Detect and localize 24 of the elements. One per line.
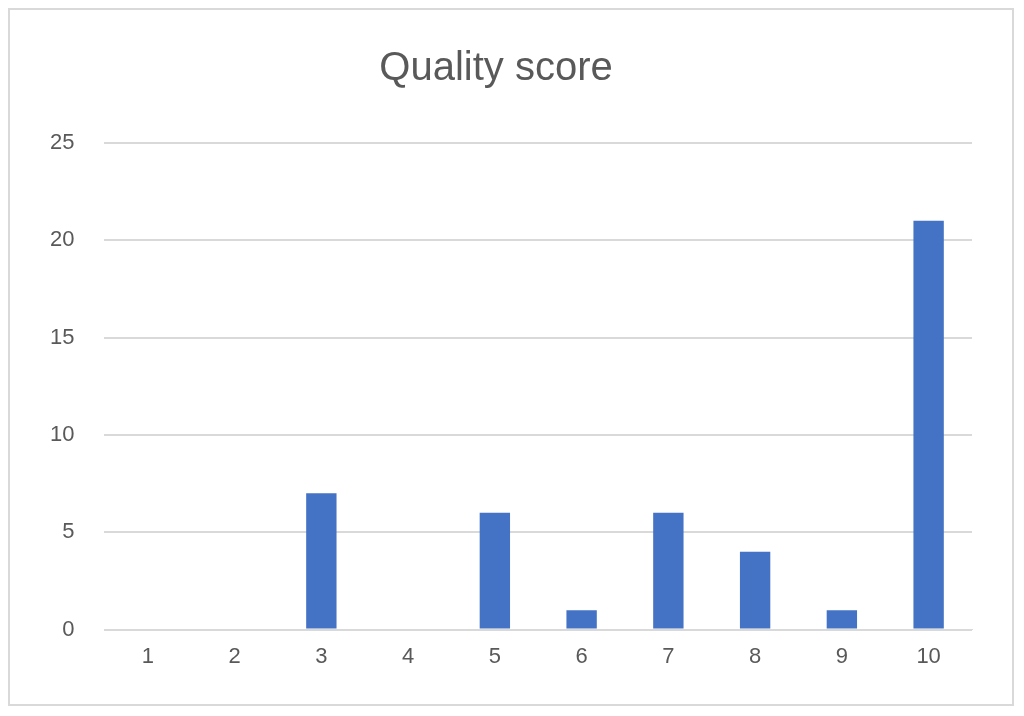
bar — [826, 610, 858, 629]
y-tick-label: 25 — [49, 129, 75, 155]
bar — [913, 220, 944, 629]
x-tick-label: 10 — [916, 642, 941, 668]
bar — [479, 512, 511, 629]
bar — [739, 551, 771, 629]
x-tick-label: 4 — [401, 642, 415, 668]
x-tick-label: 5 — [488, 642, 501, 668]
x-tick-label: 9 — [835, 642, 848, 668]
bar — [306, 493, 337, 629]
x-tick-label: 3 — [315, 642, 328, 668]
bar — [653, 512, 684, 629]
x-tick-label: 1 — [141, 642, 154, 668]
y-tick-label: 5 — [62, 518, 75, 544]
x-tick-label: 2 — [228, 642, 241, 668]
y-tick-label: 20 — [49, 226, 75, 252]
y-tick-label: 10 — [49, 421, 75, 447]
y-tick-label: 15 — [49, 323, 75, 349]
x-tick-label: 8 — [748, 642, 762, 668]
y-tick-label: 0 — [62, 615, 75, 641]
x-tick-label: 6 — [575, 642, 588, 668]
bar — [566, 610, 597, 629]
chart-title: Quality score — [379, 44, 613, 89]
x-tick-label: 7 — [662, 642, 675, 668]
